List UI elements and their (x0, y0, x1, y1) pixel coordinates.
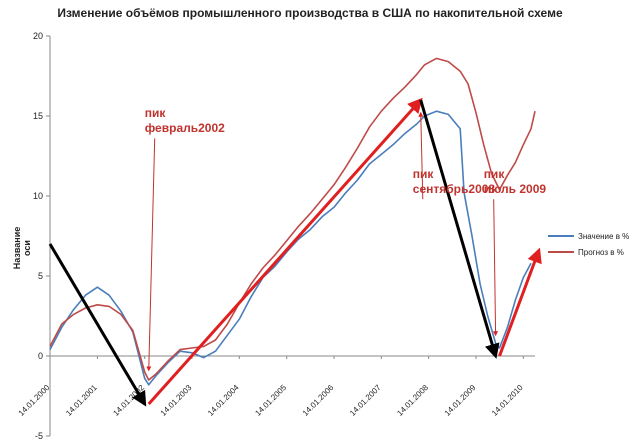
y-tick-label: 5 (38, 271, 43, 281)
trend-arrow-3 (498, 247, 542, 357)
annotation-2: пик июль 2009 (484, 167, 546, 197)
trend-arrow-2 (419, 99, 500, 359)
legend: Значение в % Прогноз в % (548, 228, 640, 260)
x-tick-label: 14.01.2007 (348, 383, 383, 418)
annotation-0: пик февраль2002 (145, 106, 225, 136)
legend-swatch-forecast (548, 251, 574, 253)
legend-item-value: Значение в % (548, 228, 640, 244)
annotation-line: пик (144, 106, 166, 121)
legend-swatch-value (548, 235, 574, 237)
legend-item-forecast: Прогноз в % (548, 244, 640, 260)
annotation-1: пик сентябрь2008 (413, 167, 495, 197)
annotation-pointer-2 (493, 199, 499, 337)
x-tick-label: 14.01.2008 (395, 383, 430, 418)
x-tick-label: 14.01.2004 (206, 383, 241, 418)
annotation-line: пик (412, 167, 434, 182)
x-tick-label: 14.01.2005 (253, 383, 288, 418)
trend-arrow-0 (48, 243, 147, 407)
annotation-pointer-0 (146, 138, 156, 372)
annotation-line: февраль2002 (144, 121, 225, 136)
x-tick-label: 14.01.2009 (443, 383, 478, 418)
chart-title: Изменение объёмов промышленного производ… (57, 6, 563, 20)
x-tick-label: 14.01.2010 (490, 383, 525, 418)
x-tick-label: 14.01.2001 (64, 383, 99, 418)
series-line-1 (49, 57, 536, 381)
legend-label-forecast: Прогноз в % (578, 247, 624, 257)
annotation-pointer-1 (418, 111, 424, 200)
y-tick-label: 10 (33, 191, 43, 201)
x-tick-label: 14.01.2000 (17, 383, 52, 418)
legend-label-value: Значение в % (578, 231, 630, 241)
x-tick-label: 14.01.2006 (301, 383, 336, 418)
y-tick-label: 20 (33, 31, 43, 41)
trend-arrow-1 (147, 97, 423, 406)
annotation-line: сентябрь2008 (412, 182, 496, 197)
series-line-0 (49, 110, 532, 386)
y-tick-label: 0 (38, 351, 43, 361)
y-tick-label: 15 (33, 111, 43, 121)
y-tick-label: -5 (35, 431, 43, 441)
annotation-line: пик (483, 167, 505, 182)
annotation-line: июль 2009 (483, 182, 547, 197)
